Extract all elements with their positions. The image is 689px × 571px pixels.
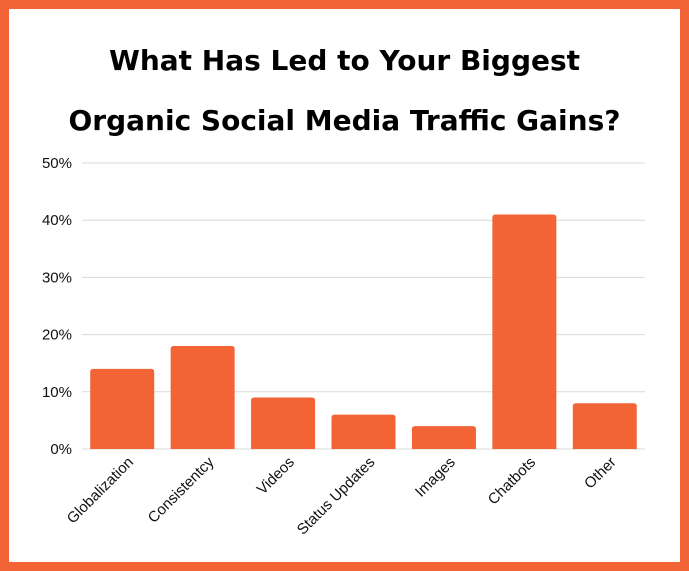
bar-status-updates — [331, 414, 396, 449]
y-tick-label: 20% — [42, 327, 72, 344]
x-category-label: Other — [581, 454, 620, 493]
bar-chatbots — [492, 214, 557, 449]
chart-title: What Has Led to Your Biggest Organic Soc… — [9, 31, 680, 151]
y-tick-label: 40% — [42, 212, 72, 229]
y-axis-tick-labels: 0% 10% 20% 30% 40% 50% — [42, 155, 72, 458]
y-tick-label: 0% — [50, 441, 72, 458]
chart-frame: What Has Led to Your Biggest Organic Soc… — [9, 9, 680, 562]
y-tick-label: 10% — [42, 384, 72, 401]
bar-globalization — [90, 368, 155, 449]
x-category-label: Consistentcy — [145, 453, 218, 526]
chart-title-line-1: What Has Led to Your Biggest — [108, 44, 581, 77]
bar-videos — [251, 397, 316, 449]
x-category-label: Status Updates — [294, 454, 379, 539]
bar-other — [572, 403, 637, 449]
bars — [90, 214, 637, 449]
chart-title-line-2: Organic Social Media Traffic Gains? — [68, 104, 621, 137]
y-tick-label: 30% — [42, 269, 72, 286]
x-category-label: Globalization — [64, 454, 137, 527]
bar-images — [411, 426, 476, 449]
gridlines — [82, 162, 645, 450]
x-category-label: Images — [412, 454, 459, 501]
x-category-label: Videos — [254, 454, 298, 498]
x-category-label: Chatbots — [485, 454, 539, 508]
y-tick-label: 50% — [42, 155, 72, 172]
bar-consistentcy — [170, 346, 235, 449]
